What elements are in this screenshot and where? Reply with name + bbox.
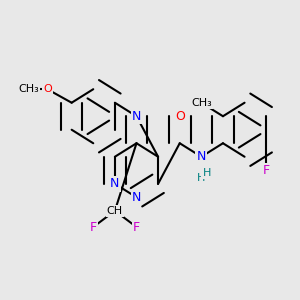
- Text: F: F: [133, 220, 140, 233]
- Text: N: N: [110, 177, 120, 190]
- Text: N: N: [197, 150, 206, 163]
- Text: N: N: [197, 150, 206, 163]
- Text: CH: CH: [107, 206, 123, 216]
- Text: F: F: [90, 220, 97, 233]
- Text: O: O: [175, 110, 185, 123]
- Text: N: N: [132, 110, 141, 123]
- Text: H: H: [197, 173, 206, 183]
- Text: CH₃: CH₃: [18, 84, 39, 94]
- Text: N: N: [132, 191, 141, 204]
- Text: CH₃: CH₃: [191, 98, 212, 108]
- Text: F: F: [262, 164, 270, 177]
- Text: H: H: [202, 168, 211, 178]
- Text: O: O: [43, 84, 52, 94]
